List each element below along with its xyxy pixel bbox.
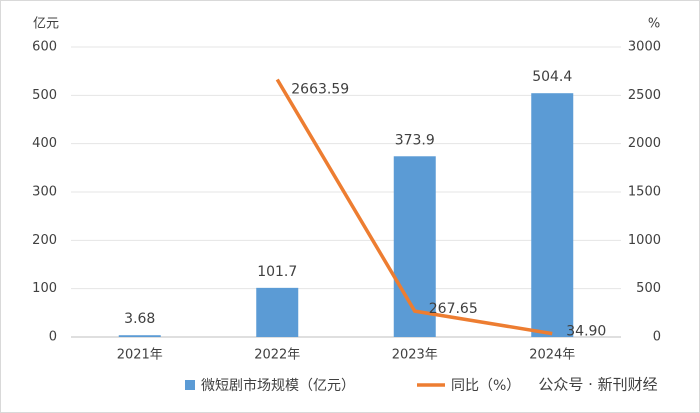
x-tick-label: 2024年 xyxy=(529,348,575,363)
value-label: 373.9 xyxy=(395,132,435,148)
y-tick-label: 0 xyxy=(49,330,57,345)
x-tick-label: 2022年 xyxy=(254,348,300,363)
y-tick-label: 200 xyxy=(32,233,57,248)
legend-label: 同比（%） xyxy=(451,378,520,394)
value-label: 2663.59 xyxy=(291,82,349,98)
y2-tick-label: 2000 xyxy=(628,136,661,151)
legend-label: 微短剧市场规模（亿元） xyxy=(201,377,355,394)
y-axis-label: 亿元 xyxy=(33,17,59,32)
value-label: 101.7 xyxy=(257,264,297,280)
y-tick-label: 600 xyxy=(32,40,57,55)
x-tick-label: 2021年 xyxy=(117,348,163,363)
legend-swatch xyxy=(185,380,195,390)
y2-tick-label: 0 xyxy=(653,330,661,345)
line xyxy=(275,78,553,336)
value-label: 34.90 xyxy=(566,324,606,340)
value-label: 3.68 xyxy=(124,311,155,327)
bar xyxy=(393,156,436,337)
y2-tick-label: 1500 xyxy=(628,185,661,200)
y-tick-label: 500 xyxy=(32,88,57,103)
bar xyxy=(118,335,161,337)
y-tick-label: 400 xyxy=(32,136,57,151)
y-tick-label: 100 xyxy=(32,281,57,296)
x-tick-label: 2023年 xyxy=(392,348,438,363)
y2-axis-label: % xyxy=(648,17,660,32)
y2-tick-label: 1000 xyxy=(628,233,661,248)
value-label: 504.4 xyxy=(532,69,572,85)
bar xyxy=(256,287,299,337)
bar xyxy=(531,93,574,337)
watermark: 公众号 · 新刊财经 xyxy=(538,376,657,394)
value-label: 267.65 xyxy=(429,301,478,317)
y-tick-label: 300 xyxy=(32,185,57,200)
y2-tick-label: 500 xyxy=(636,281,661,296)
y2-tick-label: 2500 xyxy=(628,88,661,103)
y2-tick-label: 3000 xyxy=(628,40,661,55)
